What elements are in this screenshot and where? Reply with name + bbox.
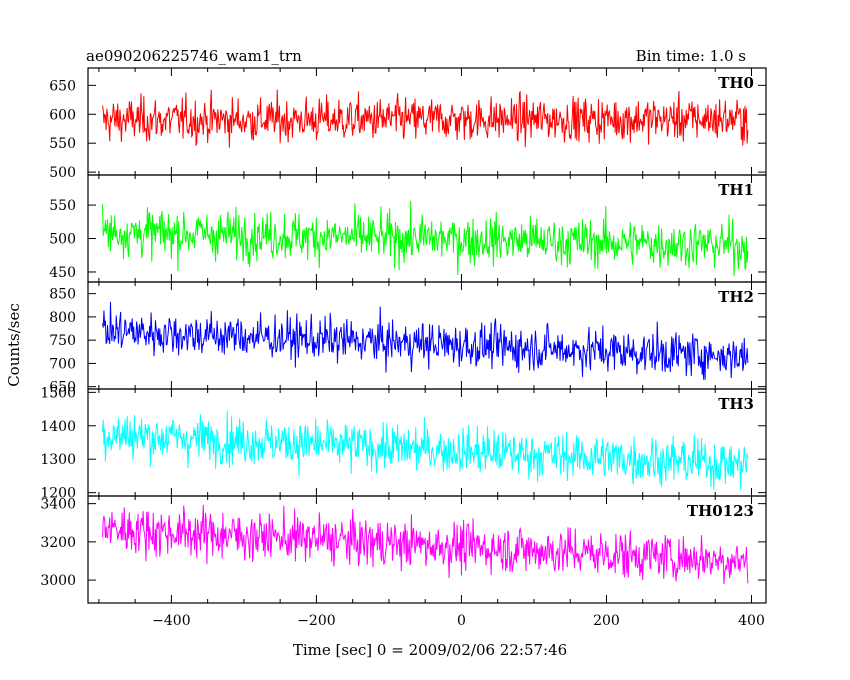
panel-th1: 450 500 550 TH1 xyxy=(49,174,767,283)
y-tick-label: 3000 xyxy=(40,573,76,589)
y-tick-label: 550 xyxy=(49,136,76,152)
y-tick-label: 500 xyxy=(49,232,76,248)
series-line-th0 xyxy=(102,89,749,148)
x-tick-label: 0 xyxy=(457,613,466,629)
x-tick-label: 200 xyxy=(593,613,620,629)
series-line-th0123 xyxy=(102,504,749,585)
panel-label: TH0 xyxy=(718,74,754,92)
panel-label: TH3 xyxy=(718,395,754,413)
panel-label: TH1 xyxy=(718,181,754,199)
y-tick-label: 1400 xyxy=(40,419,76,435)
y-axis-label: Counts/sec xyxy=(5,303,23,387)
y-tick-label: 500 xyxy=(49,165,76,181)
y-tick-label: 1500 xyxy=(40,385,76,401)
x-tick-label: 400 xyxy=(738,613,765,629)
series-line-th2 xyxy=(102,301,749,380)
bin-time-label: Bin time: 1.0 s xyxy=(636,47,746,65)
panel-th2: 650 700 750 800 850 TH2 xyxy=(49,281,767,396)
y-tick-label: 3400 xyxy=(40,497,76,513)
chart-title: ae090206225746_wam1_trn xyxy=(86,47,302,65)
panel-label: TH0123 xyxy=(687,502,754,520)
y-tick-label: 600 xyxy=(49,107,76,123)
series-line-th1 xyxy=(102,200,749,276)
panel-th3: 1200 1300 1400 1500 TH3 xyxy=(40,385,767,502)
panel-th0123: 3000 3200 3400 TH0123 xyxy=(40,495,767,604)
panels-layer: 500 550 600 650 TH0 450 500 550 TH1 650 700 750 800 8… xyxy=(40,67,767,629)
x-axis-label: Time [sec] 0 = 2009/02/06 22:57:46 xyxy=(293,641,567,659)
y-tick-label: 650 xyxy=(49,380,76,396)
y-tick-label: 3200 xyxy=(40,535,76,551)
y-tick-label: 550 xyxy=(49,198,76,214)
y-tick-label: 750 xyxy=(49,333,76,349)
y-tick-label: 850 xyxy=(49,287,76,303)
y-tick-label: 1300 xyxy=(40,452,76,468)
panel-frame xyxy=(87,174,767,283)
x-tick-label: −200 xyxy=(297,613,335,629)
panel-label: TH2 xyxy=(718,288,754,306)
series-line-th3 xyxy=(102,410,749,491)
y-tick-label: 450 xyxy=(49,265,76,281)
y-tick-label: 800 xyxy=(49,310,76,326)
x-tick-label: −400 xyxy=(152,613,190,629)
panel-th0: 500 550 600 650 TH0 xyxy=(49,67,767,181)
y-tick-label: 650 xyxy=(49,78,76,94)
y-tick-label: 1200 xyxy=(40,486,76,502)
panel-frame xyxy=(87,495,767,604)
y-tick-label: 700 xyxy=(49,356,76,372)
